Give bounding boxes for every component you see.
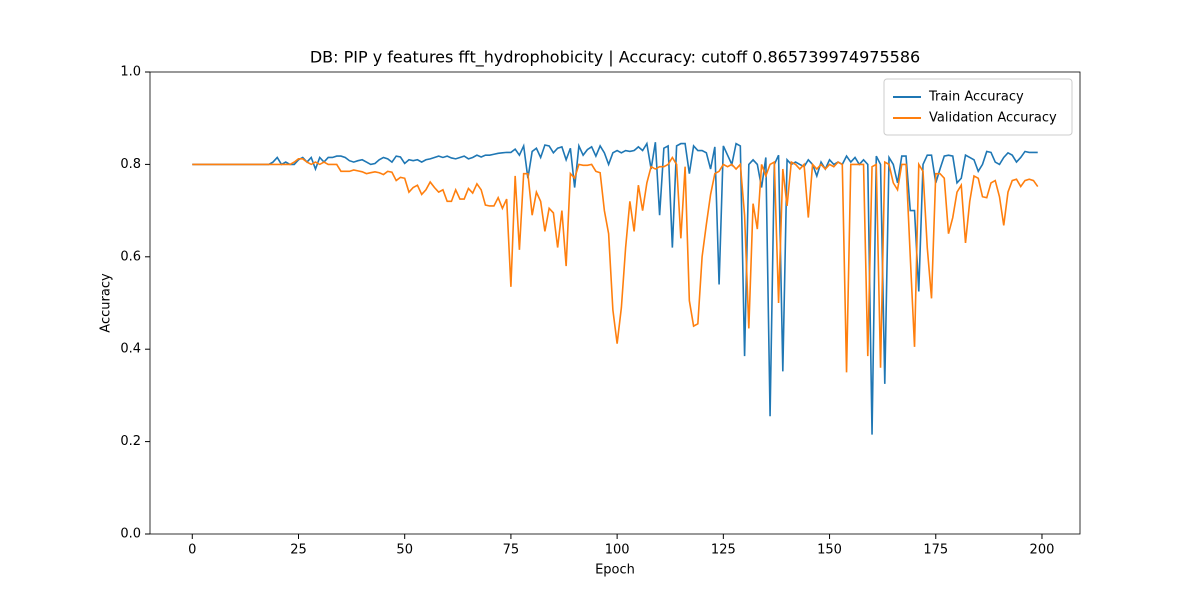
x-tick-label: 75 [503,543,520,558]
x-tick-label: 150 [817,543,842,558]
plot-frame [149,71,1081,535]
x-tick-label: 25 [290,543,307,558]
y-tick-label: 0.4 [120,342,141,357]
series-line [192,141,1038,435]
y-tick-label: 0.2 [120,434,141,449]
x-tick-label: 125 [711,543,736,558]
chart-title: DB: PIP y features fft_hydrophobicity | … [310,48,920,68]
y-tick-label: 0.8 [120,157,141,172]
x-tick-label: 200 [1030,543,1055,558]
x-tick-label: 100 [605,543,630,558]
x-tick-label: 175 [923,543,948,558]
x-tick-label: 50 [396,543,413,558]
legend-label: Train Accuracy [928,90,1024,105]
x-tick-label: 0 [188,543,196,558]
y-tick-label: 0.6 [120,249,141,264]
series-line [192,155,1039,373]
y-tick-label: 1.0 [120,65,141,80]
y-tick-label: 0.0 [120,527,141,542]
legend-label: Validation Accuracy [929,111,1057,126]
legend-box [883,78,1073,136]
x-axis-label: Epoch [595,563,635,578]
y-axis-label: Accuracy [99,273,114,333]
